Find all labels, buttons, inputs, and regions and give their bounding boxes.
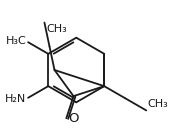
Text: CH₃: CH₃ bbox=[148, 99, 169, 109]
Text: CH₃: CH₃ bbox=[46, 24, 67, 34]
Text: O: O bbox=[68, 112, 79, 125]
Text: H₂N: H₂N bbox=[5, 94, 26, 104]
Text: H₃C: H₃C bbox=[6, 36, 26, 46]
